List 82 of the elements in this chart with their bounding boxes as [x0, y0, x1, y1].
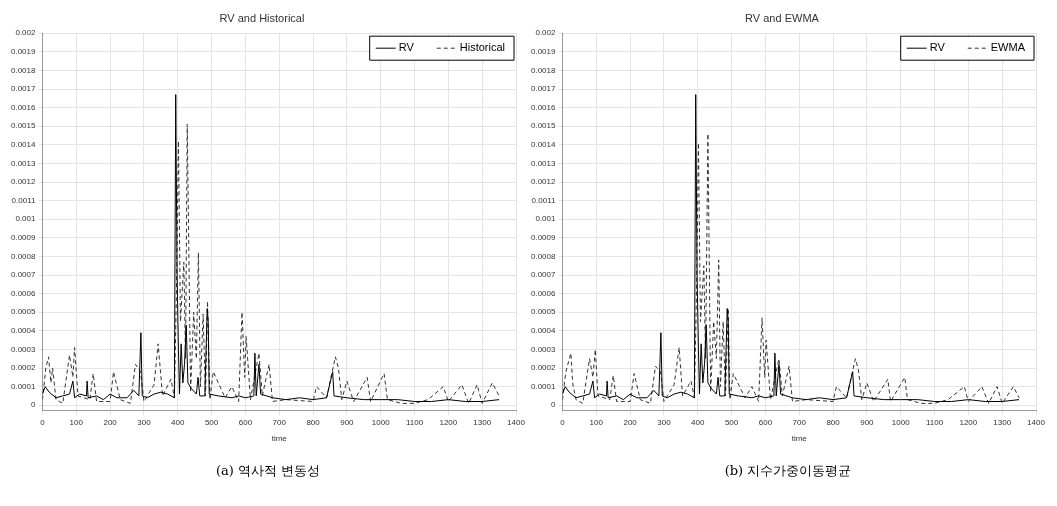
legend-label: RV — [929, 41, 946, 54]
y-tick-label: 0.0013 — [531, 158, 557, 168]
x-tick-label: 400 — [171, 417, 185, 427]
y-tick-label: 0.0004 — [11, 326, 37, 336]
y-tick-label: 0.0019 — [531, 47, 557, 56]
y-tick-label: 0.0018 — [11, 65, 37, 75]
x-tick-label: 700 — [272, 417, 287, 427]
x-tick-label: 1000 — [371, 417, 391, 427]
x-tick-label: 800 — [826, 417, 841, 427]
y-tick-label: 0.0006 — [11, 288, 37, 298]
y-tick-label: 0.0009 — [531, 233, 557, 243]
x-tick-label: 300 — [137, 417, 152, 427]
y-tick-label: 0.0017 — [531, 84, 557, 94]
y-tick-label: 0.0001 — [531, 381, 557, 391]
y-tick-label: 0.0002 — [531, 363, 557, 373]
x-tick-label: 800 — [306, 417, 321, 427]
y-tick-label: 0.0017 — [11, 84, 37, 94]
x-tick-label: 200 — [623, 417, 638, 427]
y-tick-label: 0 — [31, 400, 37, 410]
x-tick-label: 900 — [860, 417, 875, 427]
x-tick-label: 1200 — [959, 417, 978, 427]
y-tick-label: 0.0013 — [11, 158, 37, 168]
x-tick-label: 500 — [204, 417, 219, 427]
x-tick-label: 1300 — [993, 417, 1012, 427]
y-tick-label: 0.0008 — [11, 251, 37, 261]
x-tick-label: 1200 — [439, 417, 458, 427]
y-tick-label: 0.001 — [535, 214, 557, 224]
x-tick-label: 500 — [724, 417, 739, 427]
x-tick-label: 100 — [69, 417, 84, 427]
y-tick-label: 0.002 — [15, 28, 37, 38]
text: (b) 지수가중이동평균 — [723, 462, 853, 480]
x-tick-label: 300 — [657, 417, 672, 427]
y-tick-label: 0.0012 — [11, 177, 37, 187]
chart-title: RV and Historical — [219, 11, 305, 24]
x-tick-label: 1400 — [1027, 417, 1046, 427]
x-tick-label: 200 — [103, 417, 118, 427]
y-tick-label: 0.0011 — [531, 195, 557, 205]
legend-label: EWMA — [990, 41, 1026, 54]
x-tick-label: 700 — [792, 417, 807, 427]
y-tick-label: 0.0009 — [11, 233, 37, 243]
y-tick-label: 0.0014 — [531, 140, 557, 150]
y-tick-label: 0.0015 — [531, 121, 557, 131]
x-tick-label: 1100 — [405, 417, 424, 427]
y-tick-label: 0.0011 — [11, 195, 37, 205]
x-tick-label: 400 — [691, 417, 705, 427]
y-tick-label: 0.0015 — [11, 121, 37, 131]
y-tick-label: 0.0003 — [11, 344, 37, 354]
text: (a) 역사적 변동성 — [214, 462, 322, 480]
y-tick-label: 0.0005 — [531, 307, 557, 317]
y-tick-label: 0.0002 — [11, 363, 37, 373]
y-tick-label: 0.0003 — [531, 344, 557, 354]
x-tick-label: 1000 — [891, 417, 911, 427]
x-axis-title: time — [791, 434, 808, 444]
y-tick-label: 0.0018 — [531, 65, 557, 75]
y-tick-label: 0.001 — [15, 214, 37, 224]
x-tick-label: 0 — [40, 417, 46, 427]
chart-title: RV and EWMA — [745, 11, 820, 24]
x-tick-label: 600 — [758, 417, 773, 427]
y-tick-label: 0.0019 — [11, 47, 37, 56]
x-tick-label: 0 — [560, 417, 566, 427]
y-tick-label: 0.0007 — [531, 270, 557, 280]
legend-label: RV — [398, 41, 415, 54]
legend-label: Historical — [459, 41, 505, 54]
y-tick-label: 0.002 — [535, 28, 557, 38]
y-tick-label: 0.0001 — [11, 381, 37, 391]
y-tick-label: 0.0012 — [531, 177, 557, 187]
x-tick-label: 900 — [340, 417, 355, 427]
y-tick-label: 0.0007 — [11, 270, 37, 280]
x-tick-label: 1400 — [507, 417, 526, 427]
y-tick-label: 0.0016 — [531, 102, 557, 112]
y-tick-label: 0.0008 — [531, 251, 557, 261]
x-tick-label: 600 — [238, 417, 253, 427]
x-axis-title: time — [271, 434, 288, 444]
x-tick-label: 100 — [589, 417, 604, 427]
x-tick-label: 1300 — [473, 417, 492, 427]
y-tick-label: 0.0004 — [531, 326, 557, 336]
y-tick-label: 0.0006 — [531, 288, 557, 298]
x-tick-label: 1100 — [925, 417, 944, 427]
y-tick-label: 0.0005 — [11, 307, 37, 317]
y-tick-label: 0 — [551, 400, 557, 410]
y-tick-label: 0.0016 — [11, 102, 37, 112]
y-tick-label: 0.0014 — [11, 140, 37, 150]
